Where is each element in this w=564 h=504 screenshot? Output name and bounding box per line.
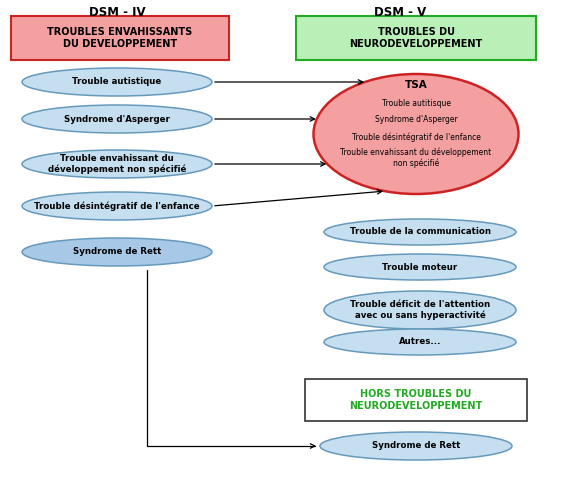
Ellipse shape xyxy=(22,238,212,266)
Text: TSA: TSA xyxy=(404,80,428,90)
Text: Trouble déficit de l'attention
avec ou sans hyperactivité: Trouble déficit de l'attention avec ou s… xyxy=(350,299,490,321)
Text: Trouble désintégratif de l'enfance: Trouble désintégratif de l'enfance xyxy=(34,201,200,211)
Ellipse shape xyxy=(324,219,516,245)
Text: Trouble moteur: Trouble moteur xyxy=(382,263,457,272)
Text: TROUBLES DU
NEURODEVELOPPEMENT: TROUBLES DU NEURODEVELOPPEMENT xyxy=(349,27,483,49)
FancyBboxPatch shape xyxy=(305,379,527,421)
Text: Trouble autitisque: Trouble autitisque xyxy=(381,99,451,108)
Text: HORS TROUBLES DU
NEURODEVELOPPEMENT: HORS TROUBLES DU NEURODEVELOPPEMENT xyxy=(349,389,483,411)
Text: DSM - V: DSM - V xyxy=(374,6,426,19)
Text: Syndrome d'Asperger: Syndrome d'Asperger xyxy=(374,115,457,124)
Text: Syndrome d'Asperger: Syndrome d'Asperger xyxy=(64,114,170,123)
FancyBboxPatch shape xyxy=(296,16,536,60)
Text: Trouble de la communication: Trouble de la communication xyxy=(350,227,491,236)
FancyBboxPatch shape xyxy=(11,16,229,60)
Ellipse shape xyxy=(22,68,212,96)
Text: Trouble désintégratif de l'enfance: Trouble désintégratif de l'enfance xyxy=(351,132,481,142)
Ellipse shape xyxy=(314,74,518,194)
Ellipse shape xyxy=(22,150,212,178)
Ellipse shape xyxy=(22,105,212,133)
Text: DSM - IV: DSM - IV xyxy=(89,6,146,19)
Ellipse shape xyxy=(324,254,516,280)
Ellipse shape xyxy=(320,432,512,460)
Text: Trouble autistique: Trouble autistique xyxy=(72,78,162,87)
Text: Trouble envahissant du
développement non spécifié: Trouble envahissant du développement non… xyxy=(48,154,186,174)
Ellipse shape xyxy=(324,329,516,355)
Ellipse shape xyxy=(324,291,516,329)
Ellipse shape xyxy=(22,192,212,220)
Text: Autres...: Autres... xyxy=(399,338,441,347)
Text: Syndrome de Rett: Syndrome de Rett xyxy=(372,442,460,451)
Text: Trouble envahissant du développement
non spécifié: Trouble envahissant du développement non… xyxy=(341,148,492,168)
Text: TROUBLES ENVAHISSANTS
DU DEVELOPPEMENT: TROUBLES ENVAHISSANTS DU DEVELOPPEMENT xyxy=(47,27,193,49)
Text: Syndrome de Rett: Syndrome de Rett xyxy=(73,247,161,257)
